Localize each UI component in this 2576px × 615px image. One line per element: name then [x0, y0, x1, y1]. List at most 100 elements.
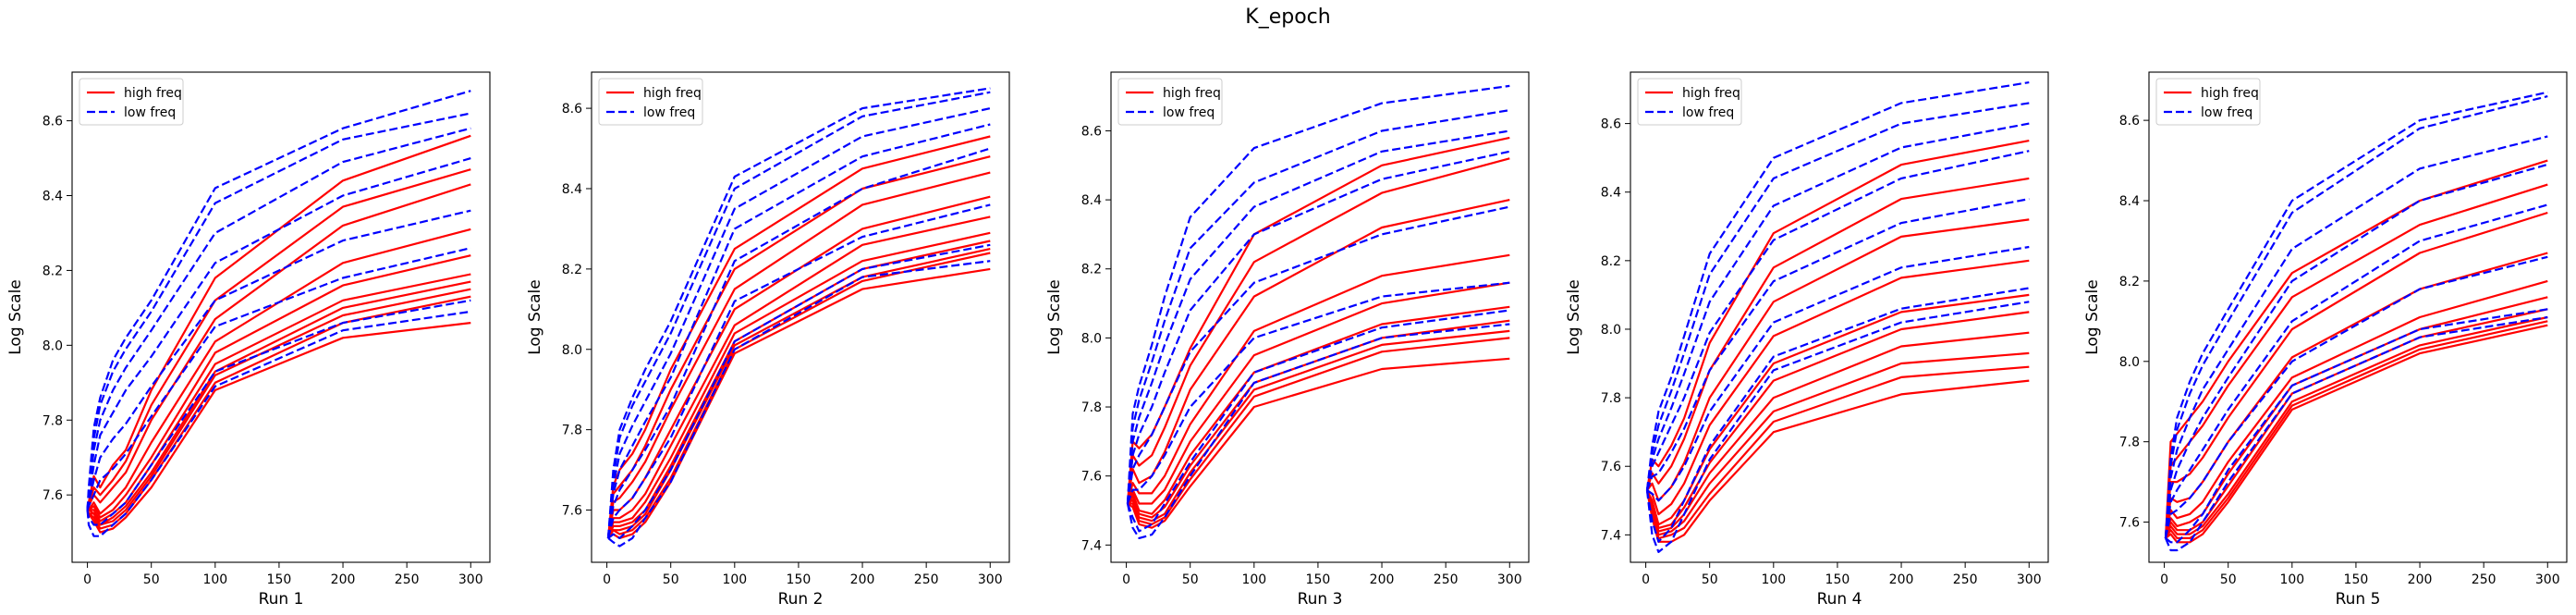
high-freq-line-6 — [606, 231, 991, 539]
high-freq-line-1 — [1126, 136, 1510, 504]
y-tick-label: 8.2 — [2119, 275, 2140, 289]
low-freq-line-13 — [2164, 135, 2548, 538]
high-freq-line-5 — [87, 254, 471, 519]
x-tick-label: 100 — [1761, 572, 1786, 587]
x-tick-label: 100 — [1241, 572, 1266, 587]
plot-frame — [1630, 71, 2049, 563]
low-freq-line-13 — [606, 107, 991, 539]
low-freq-line-12 — [1645, 102, 2030, 491]
y-tick-label: 8.6 — [43, 115, 63, 129]
y-tick-label: 7.6 — [43, 488, 63, 503]
series-group — [1126, 84, 1510, 540]
y-tick-label: 7.8 — [562, 424, 582, 438]
low-freq-legend-label: low freq — [643, 105, 695, 120]
series-group — [86, 90, 471, 537]
high-freq-line-3 — [2164, 211, 2548, 538]
low-freq-line-14 — [86, 157, 471, 510]
y-tick-label: 7.4 — [1081, 538, 1102, 553]
low-freq-line-15 — [2164, 203, 2548, 539]
x-tick-label: 300 — [2017, 572, 2042, 587]
low-freq-legend-label: low freq — [124, 105, 176, 120]
high-freq-line-2 — [86, 168, 471, 510]
high-freq-line-10 — [607, 267, 991, 540]
low-freq-line-17 — [1126, 309, 1510, 533]
x-tick-label: 50 — [1182, 572, 1199, 587]
low-freq-line-14 — [1645, 150, 2030, 491]
x-tick-label: 200 — [331, 572, 356, 587]
y-tick-label: 8.6 — [1601, 117, 1621, 132]
high-freq-line-8 — [607, 248, 991, 539]
y-tick-label: 8.6 — [2119, 114, 2140, 129]
high-freq-line-7 — [1127, 319, 1510, 519]
high-freq-line-2 — [1126, 157, 1510, 504]
low-freq-line-12 — [86, 112, 471, 510]
x-tick-label: 300 — [458, 572, 483, 587]
legend: high freq low freq — [598, 78, 703, 126]
plot-frame — [591, 71, 1010, 563]
y-tick-label: 8.0 — [2119, 355, 2140, 370]
high-freq-line-3 — [86, 183, 471, 510]
low-freq-line-15 — [1126, 205, 1510, 504]
high-freq-legend-label: high freq — [1163, 86, 1221, 101]
high-freq-line-1 — [606, 135, 991, 539]
high-freq-line-4 — [1126, 253, 1510, 504]
high-freq-line-3 — [1646, 218, 2030, 502]
low-freq-line-13 — [86, 127, 471, 510]
high-freq-line-5 — [1126, 281, 1510, 505]
low-freq-line-16 — [1126, 281, 1510, 504]
low-freq-line-16 — [86, 247, 471, 510]
low-freq-line-17 — [1645, 287, 2030, 543]
y-tick-label: 8.4 — [1081, 193, 1102, 208]
high-freq-line-7 — [87, 280, 471, 526]
y-tick-label: 8.0 — [562, 343, 582, 358]
legend-box — [2155, 78, 2261, 126]
low-freq-line-14 — [1126, 150, 1510, 504]
y-tick-label: 8.2 — [1601, 254, 1621, 269]
x-tick-label: 50 — [143, 572, 160, 587]
x-axis-label: Run 5 — [2336, 590, 2381, 609]
y-tick-label: 7.6 — [2119, 516, 2140, 531]
low-freq-line-12 — [2164, 95, 2548, 538]
low-freq-legend-label: low freq — [1682, 105, 1734, 120]
x-axis-label: Run 3 — [1298, 590, 1343, 609]
legend: high freq low freq — [79, 78, 184, 126]
y-tick-label: 8.0 — [1081, 331, 1102, 346]
y-tick-label: 7.8 — [1081, 400, 1102, 415]
x-tick-label: 250 — [2472, 572, 2497, 587]
y-axis-label: Log Scale — [2083, 279, 2102, 355]
y-tick-label: 7.8 — [1601, 391, 1621, 406]
low-freq-legend-label: low freq — [2201, 105, 2252, 120]
low-freq-line-18 — [1645, 301, 2030, 554]
x-axis-label: Run 4 — [1817, 590, 1862, 609]
y-tick-label: 7.6 — [1081, 470, 1102, 485]
high-freq-line-9 — [86, 295, 471, 530]
y-axis-label: Log Scale — [526, 279, 544, 355]
high-freq-line-2 — [606, 155, 991, 539]
high-freq-line-5 — [606, 215, 991, 539]
high-freq-line-3 — [1126, 199, 1510, 504]
series-group — [1645, 81, 2030, 554]
high-freq-line-2 — [1645, 177, 2030, 491]
x-tick-label: 50 — [663, 572, 679, 587]
chart-panel-5: 0 50 100 150 200 250 300 7.6 7.8 8.0 8.2 8.4 8.6 Run … — [2083, 71, 2568, 609]
x-tick-label: 300 — [2535, 572, 2560, 587]
x-tick-label: 50 — [1702, 572, 1718, 587]
low-freq-line-18 — [1126, 323, 1510, 540]
x-tick-label: 300 — [978, 572, 1003, 587]
x-tick-label: 100 — [202, 572, 227, 587]
high-freq-line-9 — [1645, 365, 2030, 540]
y-tick-label: 8.0 — [1601, 323, 1621, 338]
figure-title: K_epoch — [1245, 6, 1331, 29]
high-freq-line-4 — [1646, 259, 2030, 516]
low-freq-line-16 — [1646, 245, 2030, 502]
chart-panel-2: 0 50 100 150 200 250 300 7.6 7.8 8.0 8.2 8.4 8.6 Run … — [526, 71, 1010, 609]
y-tick-label: 8.4 — [562, 182, 582, 197]
legend-box — [1117, 78, 1223, 126]
y-tick-label: 7.6 — [562, 504, 582, 519]
high-freq-legend-label: high freq — [2201, 86, 2259, 101]
chart-panel-3: 0 50 100 150 200 250 300 7.4 7.6 7.8 8.0 8.2 8.4 8.6 R… — [1045, 71, 1530, 609]
y-tick-label: 8.2 — [43, 264, 63, 278]
x-tick-label: 150 — [1825, 572, 1850, 587]
x-axis-label: Run 2 — [778, 590, 824, 609]
